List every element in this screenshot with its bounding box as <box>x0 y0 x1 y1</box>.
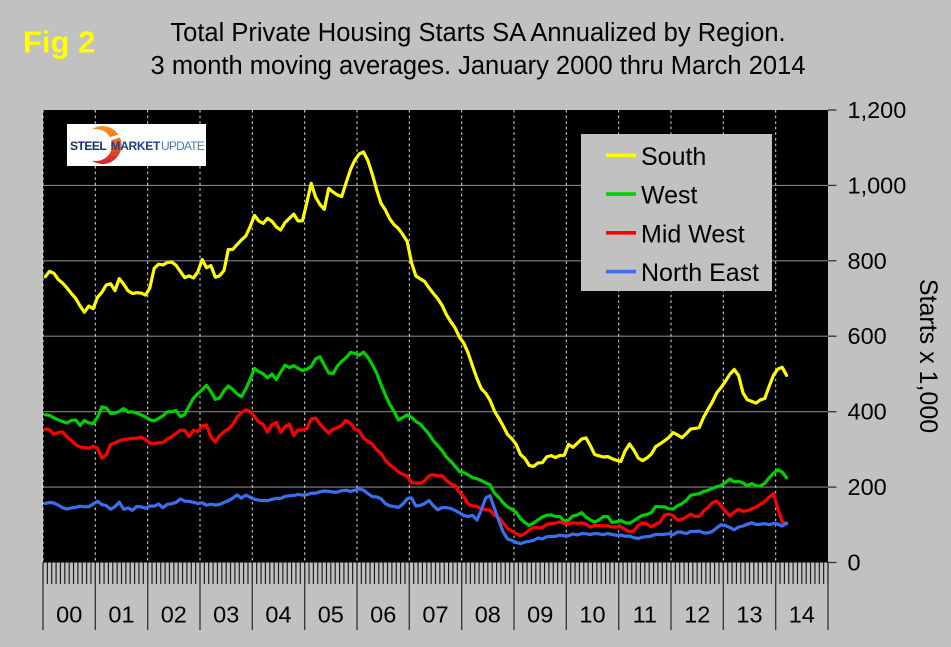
svg-text:02: 02 <box>161 602 187 628</box>
svg-text:11: 11 <box>633 602 657 628</box>
svg-text:3 month moving averages. Janua: 3 month moving averages. January 2000 th… <box>151 52 806 80</box>
svg-text:00: 00 <box>56 602 82 628</box>
svg-text:13: 13 <box>736 602 762 628</box>
svg-text:09: 09 <box>527 602 553 628</box>
svg-text:800: 800 <box>848 248 887 274</box>
svg-text:Mid West: Mid West <box>641 220 745 248</box>
svg-text:03: 03 <box>213 602 239 628</box>
svg-text:14: 14 <box>789 602 815 628</box>
svg-text:MARKET: MARKET <box>111 139 161 153</box>
svg-text:200: 200 <box>848 474 887 500</box>
svg-text:400: 400 <box>848 399 887 425</box>
svg-text:1,200: 1,200 <box>848 97 907 123</box>
svg-text:North East: North East <box>641 259 759 287</box>
svg-text:10: 10 <box>579 602 605 628</box>
svg-text:STEEL: STEEL <box>70 139 106 153</box>
svg-text:06: 06 <box>370 602 396 628</box>
svg-text:Starts x 1,000: Starts x 1,000 <box>914 279 942 433</box>
svg-text:Fig 2: Fig 2 <box>23 25 95 60</box>
svg-text:600: 600 <box>848 323 887 349</box>
svg-text:04: 04 <box>265 602 291 628</box>
svg-text:12: 12 <box>684 602 710 628</box>
svg-text:07: 07 <box>422 602 448 628</box>
svg-text:01: 01 <box>108 602 134 628</box>
svg-text:West: West <box>641 182 698 210</box>
svg-text:08: 08 <box>475 602 501 628</box>
svg-text:05: 05 <box>318 602 344 628</box>
svg-text:Total Private Housing Starts S: Total Private Housing Starts SA Annualiz… <box>170 19 785 47</box>
svg-text:South: South <box>641 143 706 171</box>
svg-text:1,000: 1,000 <box>848 172 907 198</box>
svg-text:0: 0 <box>848 550 861 576</box>
svg-text:UPDATE: UPDATE <box>161 139 205 153</box>
